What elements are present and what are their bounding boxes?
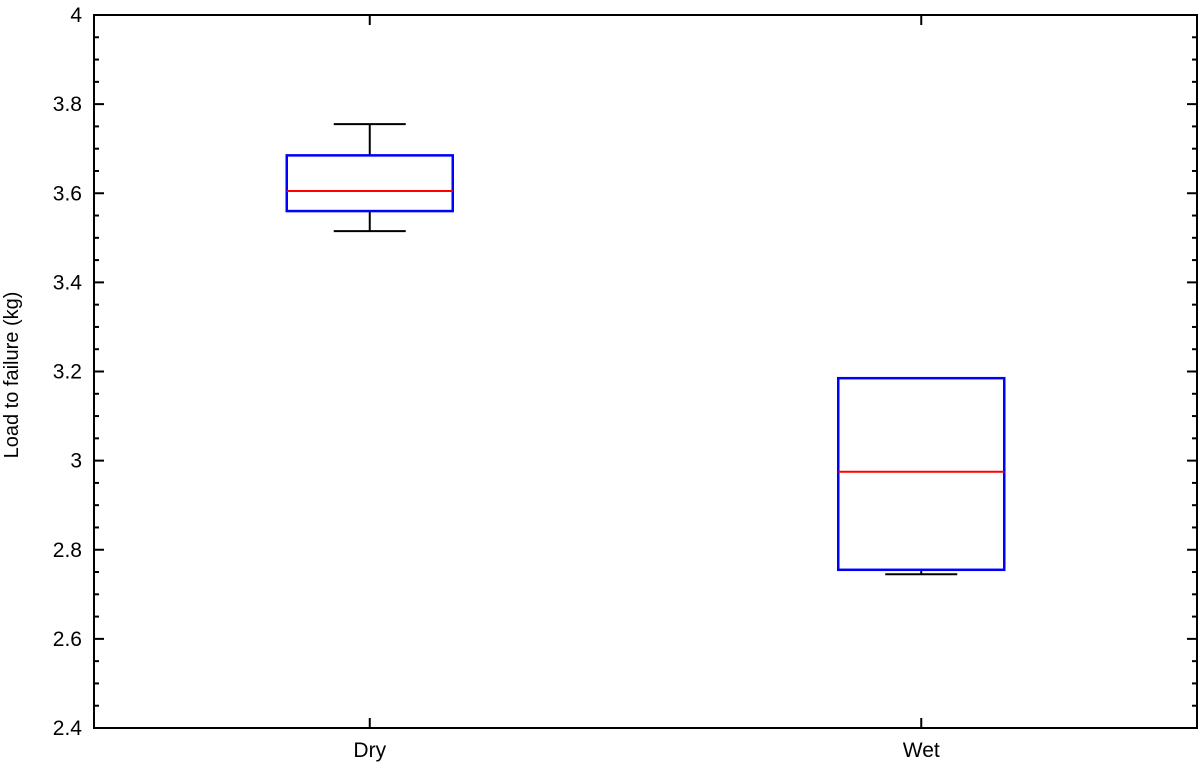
x-axis: Dry Wet	[353, 15, 940, 762]
y-tick-label: 2.6	[53, 628, 82, 651]
y-axis-label: Load to failure (kg)	[1, 292, 23, 459]
y-tick-label: 3.4	[53, 271, 83, 294]
y-tick-label: 3	[70, 450, 82, 473]
y-tick-label: 3.8	[53, 93, 82, 116]
x-tick-label: Dry	[353, 739, 386, 762]
y-tick-label: 4	[70, 4, 82, 27]
y-tick-label: 2.8	[53, 539, 82, 562]
box-dry	[285, 123, 454, 233]
y-axis: 2.4 2.6 2.8 3 3.2 3.4 3.6 3.8 4	[53, 4, 1197, 740]
iqr-box	[285, 154, 454, 213]
iqr-box	[837, 376, 1006, 572]
x-tick-label: Wet	[903, 739, 940, 762]
y-tick-label: 2.4	[53, 717, 83, 740]
box-wet	[837, 376, 1006, 576]
plot-area-frame	[93, 14, 1198, 729]
y-tick-label: 3.6	[53, 182, 82, 205]
box-series	[285, 123, 1006, 576]
y-tick-label: 3.2	[53, 361, 82, 384]
